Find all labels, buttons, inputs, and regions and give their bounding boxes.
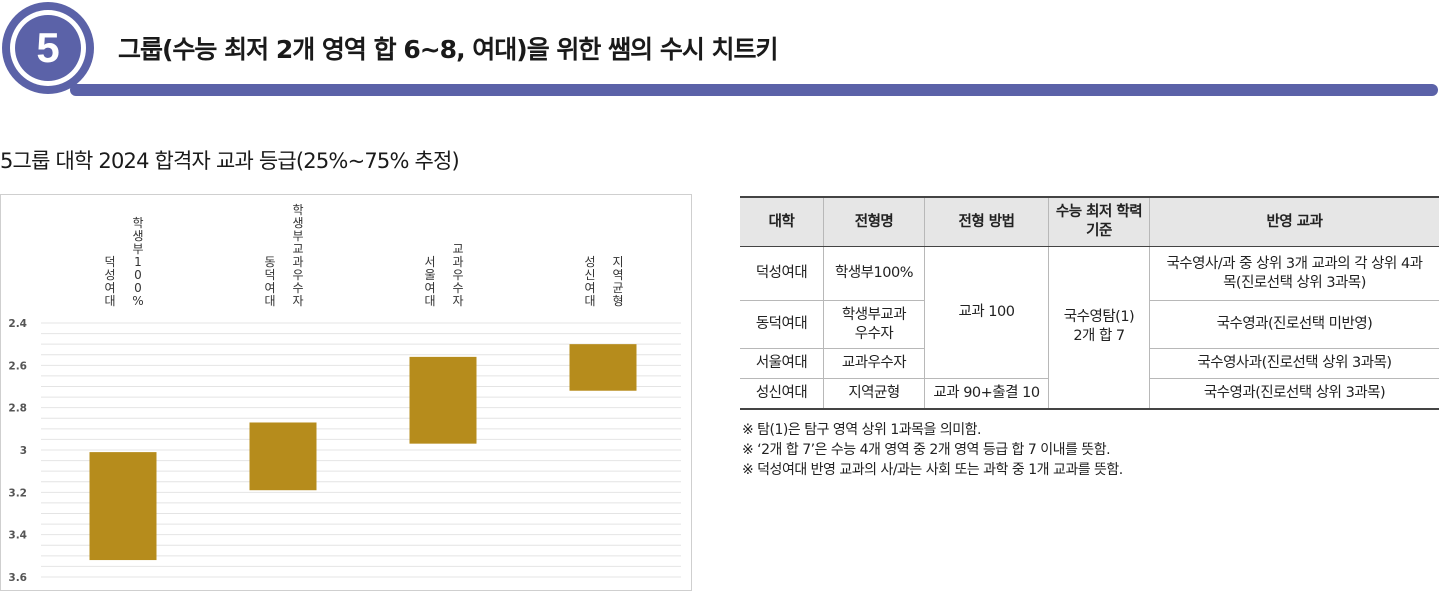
footnote: ※ 탐(1)은 탐구 영역 상위 1과목을 의미함. [742,422,981,438]
category-label-university: 대 [264,294,275,308]
section-number-badge: 5 [0,0,100,100]
y-tick-label: 3.2 [8,487,27,499]
category-label-track: 생 [132,229,143,243]
category-label-track: 과 [292,255,303,269]
y-tick-label: 2.6 [8,360,27,372]
header-min-standard: 수능 최저 학력 기준 [1048,196,1150,247]
category-label-track: 0 [134,268,142,282]
cell-subjects: 국수영과(진로선택 상위 3과목) [1149,378,1439,410]
cell-min-standard: 국수영탐(1) 2개 합 7 [1048,246,1150,410]
category-label-track: 균 [612,281,623,295]
category-label-university: 서 [424,255,435,269]
category-label-university: 대 [584,294,595,308]
bar [409,356,477,444]
category-label-track: 학 [292,203,303,217]
category-label-university: 여 [584,281,595,295]
footnote: ※ ‘2개 합 7’은 수능 4개 영역 중 2개 영역 등급 합 7 이내를 … [742,442,1111,458]
category-label-track: 교 [292,242,303,256]
category-label-track: 1 [134,255,142,269]
footnotes: ※ 탐(1)은 탐구 영역 상위 1과목을 의미함. ※ ‘2개 합 7’은 수… [742,420,1123,480]
category-label-university: 동 [264,255,275,269]
category-label-university: 덕 [104,255,115,269]
y-tick-label: 2.8 [8,403,27,415]
category-label-track: 과 [452,255,463,269]
cell-method: 교과 90+출결 10 [924,378,1049,410]
category-label-track: 수 [452,281,463,295]
category-label-track: 수 [292,281,303,295]
min-standard-text: 국수영탐(1) 2개 합 7 [1063,309,1135,345]
y-tick-label: 2.4 [8,318,27,330]
subjects-text: 국수영사/과 중 상위 3개 교과의 각 상위 4과목(진로선택 상위 3과목) [1166,255,1423,291]
category-label-university: 여 [104,281,115,295]
y-tick-label: 3.6 [8,572,27,584]
table-header-row: 대학 전형명 전형 방법 수능 최저 학력 기준 반영 교과 [740,196,1439,247]
chart-canvas: 2.42.62.833.23.43.6덕성여대학생부100%동덕여대학생부교과우… [8,203,681,584]
category-label-track: 학 [132,216,143,230]
header-subjects: 반영 교과 [1149,196,1439,247]
category-label-university: 성 [104,268,115,282]
category-label-university: 여 [264,281,275,295]
cell-university: 동덕여대 [740,300,824,349]
category-label-track: 교 [452,242,463,256]
cell-university: 성신여대 [740,378,824,410]
cell-track: 교과우수자 [823,348,925,379]
category-label-university: 덕 [264,268,275,282]
cell-subjects: 국수영사/과 중 상위 3개 교과의 각 상위 4과목(진로선택 상위 3과목) [1149,246,1439,301]
y-tick-label: 3.4 [8,530,27,542]
cell-subjects: 국수영과(진로선택 미반영) [1149,300,1439,349]
cell-track: 학생부100% [823,246,925,301]
header-university: 대학 [740,196,824,247]
category-label-track: 우 [452,268,463,282]
footnote: ※ 덕성여대 반영 교과의 사/과는 사회 또는 과학 중 1개 교과를 뜻함. [742,462,1123,478]
cell-university: 서울여대 [740,348,824,379]
category-label-track: 부 [132,242,143,256]
table-row: 서울여대 교과우수자 국수영사과(진로선택 상위 3과목) [740,348,1439,379]
category-label-track: 형 [612,294,623,308]
category-label-track: 자 [452,294,463,308]
category-label-university: 울 [424,268,435,282]
category-label-university: 대 [104,294,115,308]
cell-track: 학생부교과 우수자 [823,300,925,349]
bar [569,344,637,391]
category-label-track: 우 [292,268,303,282]
category-label-track: 자 [292,294,303,308]
category-label-university: 여 [424,281,435,295]
header-underline-bar [70,84,1438,96]
grade-range-chart: 2.4 2.6 2.8 3 3.2 3.4 3.6 덕 성 여 대 학 생 부 1 0 0% 동 덕 여 대 학 생 부 교 과 우… [0,194,692,591]
category-label-track: 생 [292,216,303,230]
header-method: 전형 방법 [924,196,1049,247]
category-label-university: 신 [584,268,595,282]
table-row: 성신여대 지역균형 교과 90+출결 10 국수영과(진로선택 상위 3과목) [740,378,1439,410]
table-row: 동덕여대 학생부교과 우수자 국수영과(진로선택 미반영) [740,300,1439,349]
bar [89,452,157,561]
category-label-university: 대 [424,294,435,308]
cell-track: 지역균형 [823,378,925,410]
track-text: 학생부교과 우수자 [841,306,907,342]
badge-number: 5 [36,24,59,71]
category-label-track: % [132,294,143,308]
cell-method-merged: 교과 100 [924,246,1049,379]
page-title: 그룹(수능 최저 2개 영역 합 6~8, 여대)을 위한 쌤의 수시 치트키 [118,35,779,64]
admission-table: 대학 전형명 전형 방법 수능 최저 학력 기준 반영 교과 덕성여대 학생부1… [740,196,1439,410]
cell-university: 덕성여대 [740,246,824,301]
category-label-track: 0 [134,281,142,295]
header-track: 전형명 [823,196,925,247]
table-row: 덕성여대 학생부100% 교과 100 국수영탐(1) 2개 합 7 국수영사/… [740,246,1439,410]
y-tick-label: 3 [20,445,27,457]
bar [249,422,317,491]
cell-subjects: 국수영사과(진로선택 상위 3과목) [1149,348,1439,379]
category-label-track: 역 [612,268,623,282]
category-label-track: 부 [292,229,303,243]
category-label-track: 지 [612,255,623,269]
chart-section-title: 5그룹 대학 2024 합격자 교과 등급(25%~75% 추정) [0,149,460,173]
category-label-university: 성 [584,255,595,269]
